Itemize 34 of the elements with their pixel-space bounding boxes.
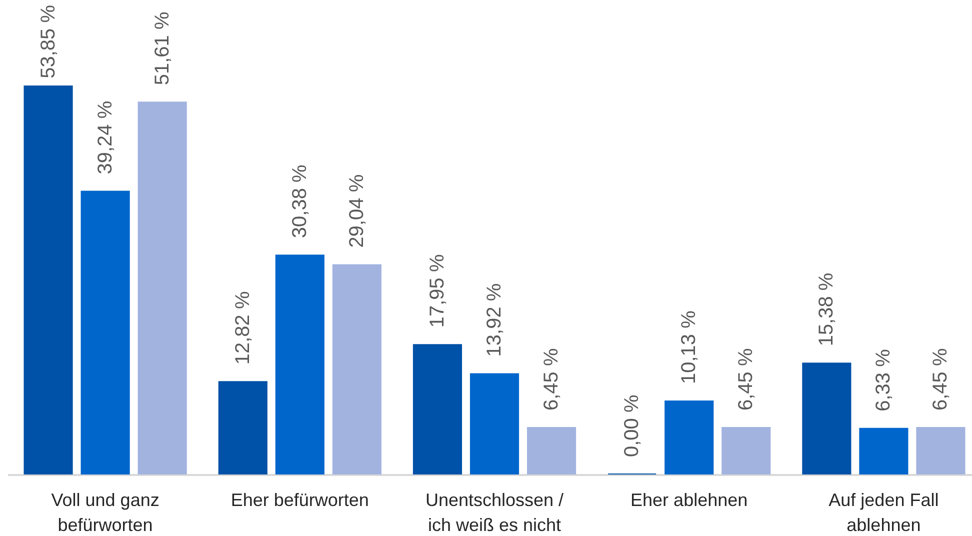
x-tick-label: Voll und ganz befürworten bbox=[51, 490, 160, 535]
data-label: 6,45 % bbox=[735, 348, 758, 411]
data-label: 6,45 % bbox=[930, 348, 952, 411]
bar bbox=[80, 190, 130, 474]
bar bbox=[526, 427, 576, 474]
data-label: 10,13 % bbox=[678, 310, 700, 384]
data-label: 51,61 % bbox=[151, 12, 174, 86]
bar bbox=[859, 428, 908, 474]
bar bbox=[412, 344, 462, 474]
x-tick-label: Auf jeden Fall ablehnen bbox=[828, 490, 939, 535]
bar bbox=[332, 264, 382, 474]
bar bbox=[218, 381, 268, 474]
bar bbox=[722, 427, 771, 474]
x-tick-label: Unentschlossen / ich weiß es nicht bbox=[425, 490, 564, 535]
data-label: 6,45 % bbox=[540, 348, 563, 411]
data-label: 17,95 % bbox=[426, 254, 448, 328]
x-tick-label: Eher ablehnen bbox=[630, 490, 748, 510]
bar bbox=[802, 362, 852, 474]
data-label: 15,38 % bbox=[816, 272, 838, 346]
data-label: 53,85 % bbox=[37, 4, 60, 78]
bar bbox=[664, 400, 714, 474]
data-label: 12,82 % bbox=[232, 291, 254, 365]
data-label: 30,38 % bbox=[288, 164, 311, 238]
bar bbox=[275, 254, 324, 474]
data-label: 29,04 % bbox=[346, 174, 368, 248]
data-label: 13,92 % bbox=[484, 283, 506, 357]
data-label: 39,24 % bbox=[94, 100, 116, 174]
data-label: 0,00 % bbox=[621, 394, 644, 457]
bar bbox=[916, 427, 966, 474]
bar bbox=[470, 373, 520, 474]
data-label: 6,33 % bbox=[872, 348, 895, 412]
bar bbox=[24, 86, 73, 474]
x-tick-label: Eher befürworten bbox=[230, 490, 369, 510]
bar bbox=[138, 102, 187, 474]
